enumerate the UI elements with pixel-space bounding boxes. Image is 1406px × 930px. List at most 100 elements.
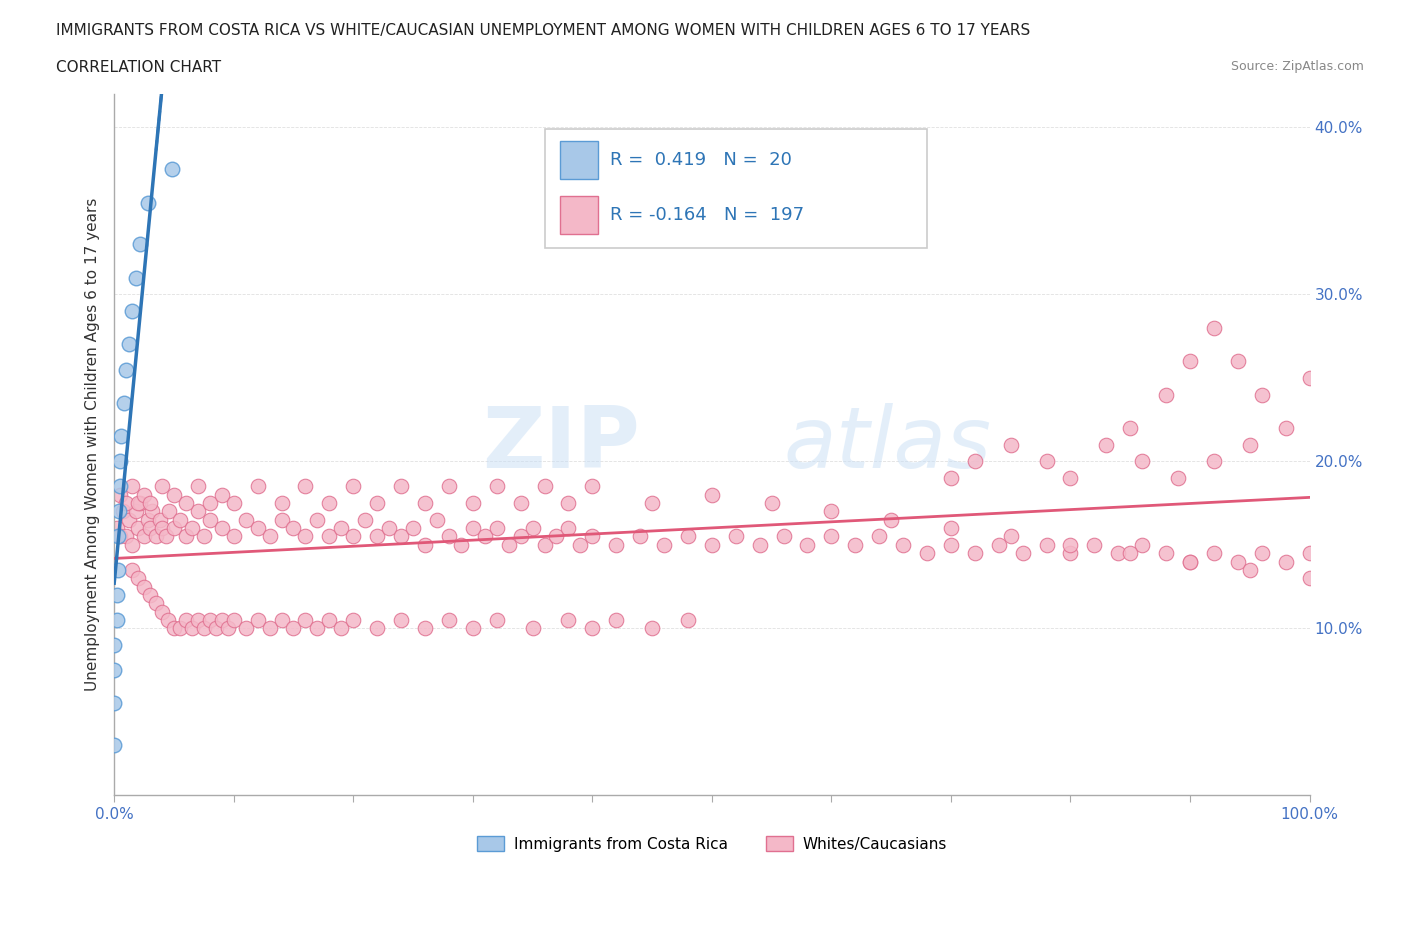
Point — [235, 512, 257, 527]
Point — [1154, 387, 1177, 402]
Point — [105, 613, 128, 628]
Point — [1178, 353, 1201, 368]
Point — [605, 538, 627, 552]
Point — [450, 538, 472, 552]
Point — [1167, 471, 1189, 485]
Point — [546, 529, 568, 544]
Text: IMMIGRANTS FROM COSTA RICA VS WHITE/CAUCASIAN UNEMPLOYMENT AMONG WOMEN WITH CHIL: IMMIGRANTS FROM COSTA RICA VS WHITE/CAUC… — [56, 23, 1031, 38]
Point — [1239, 563, 1261, 578]
Point — [139, 588, 162, 603]
Point — [652, 538, 675, 552]
Point — [187, 479, 209, 494]
Point — [820, 529, 842, 544]
Point — [127, 571, 149, 586]
Point — [174, 529, 197, 544]
Point — [139, 496, 162, 511]
Point — [533, 479, 555, 494]
Point — [127, 496, 149, 511]
Point — [187, 504, 209, 519]
Point — [1274, 554, 1296, 569]
Point — [117, 512, 139, 527]
Point — [522, 521, 544, 536]
Point — [211, 521, 233, 536]
Point — [1154, 546, 1177, 561]
Point — [1119, 546, 1142, 561]
Point — [115, 362, 138, 377]
Point — [474, 529, 496, 544]
Point — [485, 613, 508, 628]
Point — [366, 621, 388, 636]
Point — [259, 529, 281, 544]
Point — [413, 621, 436, 636]
Point — [1000, 529, 1022, 544]
Point — [522, 621, 544, 636]
Point — [110, 429, 132, 444]
Point — [141, 504, 163, 519]
Point — [820, 504, 842, 519]
Point — [156, 613, 179, 628]
Point — [676, 529, 699, 544]
Point — [222, 496, 245, 511]
Point — [246, 613, 269, 628]
Point — [1059, 538, 1081, 552]
Point — [1178, 554, 1201, 569]
Point — [1059, 471, 1081, 485]
Point — [103, 638, 125, 653]
Point — [557, 496, 579, 511]
Point — [174, 613, 197, 628]
Point — [939, 538, 962, 552]
Point — [125, 271, 148, 286]
Point — [217, 621, 239, 636]
Point — [187, 613, 209, 628]
Point — [283, 621, 305, 636]
Point — [103, 662, 125, 677]
Point — [915, 546, 938, 561]
Point — [125, 504, 148, 519]
Point — [1202, 546, 1225, 561]
Point — [1202, 454, 1225, 469]
Point — [963, 454, 986, 469]
Point — [1035, 454, 1057, 469]
Point — [132, 579, 155, 594]
Point — [1011, 546, 1033, 561]
Point — [581, 479, 603, 494]
Point — [115, 529, 138, 544]
Point — [193, 621, 215, 636]
Point — [222, 529, 245, 544]
Point — [366, 496, 388, 511]
Point — [270, 512, 292, 527]
Point — [641, 621, 664, 636]
Point — [169, 621, 191, 636]
Point — [342, 529, 364, 544]
Point — [150, 604, 173, 619]
Point — [1298, 571, 1320, 586]
Point — [180, 521, 202, 536]
Point — [485, 479, 508, 494]
Point — [121, 538, 143, 552]
Point — [533, 538, 555, 552]
Point — [318, 496, 340, 511]
Point — [111, 504, 134, 519]
Point — [198, 512, 221, 527]
Point — [413, 538, 436, 552]
Point — [437, 479, 460, 494]
Point — [294, 529, 316, 544]
Point — [246, 479, 269, 494]
Point — [330, 521, 353, 536]
Point — [413, 496, 436, 511]
Point — [987, 538, 1010, 552]
Point — [103, 737, 125, 752]
Point — [1250, 546, 1272, 561]
Point — [366, 529, 388, 544]
Point — [498, 538, 520, 552]
Point — [342, 613, 364, 628]
Text: Source: ZipAtlas.com: Source: ZipAtlas.com — [1230, 60, 1364, 73]
Point — [581, 529, 603, 544]
Point — [724, 529, 747, 544]
Point — [1130, 538, 1153, 552]
Point — [150, 479, 173, 494]
Point — [246, 521, 269, 536]
Point — [426, 512, 449, 527]
Point — [145, 529, 167, 544]
Legend: Immigrants from Costa Rica, Whites/Caucasians: Immigrants from Costa Rica, Whites/Cauca… — [471, 830, 953, 857]
